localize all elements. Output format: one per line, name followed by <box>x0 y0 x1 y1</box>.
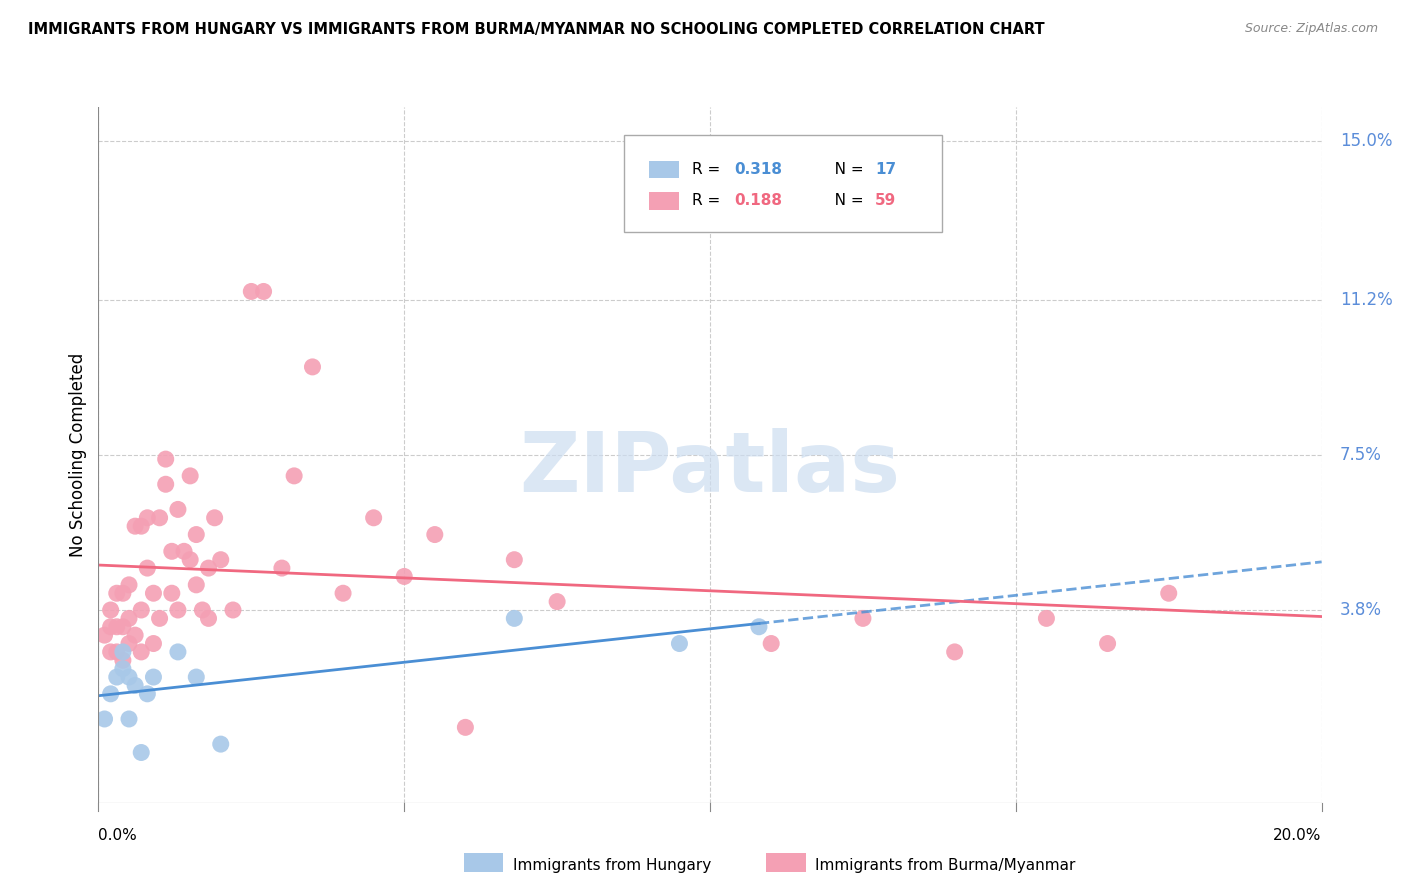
Point <box>240 285 263 299</box>
Point <box>197 561 219 575</box>
Text: IMMIGRANTS FROM HUNGARY VS IMMIGRANTS FROM BURMA/MYANMAR NO SCHOOLING COMPLETED : IMMIGRANTS FROM HUNGARY VS IMMIGRANTS FR… <box>28 22 1045 37</box>
Point <box>270 561 292 575</box>
Point <box>423 527 446 541</box>
Point <box>160 586 183 600</box>
Point <box>186 527 208 541</box>
Point <box>173 544 195 558</box>
Point <box>129 746 152 760</box>
Text: R =: R = <box>692 194 725 209</box>
Point <box>546 594 568 608</box>
Point <box>105 620 128 634</box>
Text: 59: 59 <box>875 194 897 209</box>
Point <box>111 586 134 600</box>
Point <box>179 468 201 483</box>
Text: 7.5%: 7.5% <box>1340 446 1382 464</box>
Point <box>503 552 526 566</box>
Point <box>167 645 190 659</box>
Point <box>222 603 245 617</box>
Point <box>105 670 128 684</box>
Point <box>1097 636 1119 650</box>
Point <box>111 620 134 634</box>
Point <box>283 468 305 483</box>
Text: 0.0%: 0.0% <box>98 828 138 843</box>
Point <box>668 636 690 650</box>
Text: N =: N = <box>820 162 869 178</box>
Point <box>129 519 152 533</box>
Point <box>124 628 146 642</box>
Point <box>149 510 172 524</box>
Point <box>1157 586 1180 600</box>
Text: 15.0%: 15.0% <box>1340 132 1392 150</box>
Point <box>186 578 208 592</box>
Bar <box>648 161 679 178</box>
Point <box>852 611 875 625</box>
Point <box>748 620 770 634</box>
Point <box>209 552 232 566</box>
Point <box>118 712 141 726</box>
Point <box>105 586 128 600</box>
Point <box>142 586 165 600</box>
Point <box>1035 611 1057 625</box>
Point <box>149 611 172 625</box>
Text: Source: ZipAtlas.com: Source: ZipAtlas.com <box>1244 22 1378 36</box>
Text: ZIPatlas: ZIPatlas <box>520 428 900 509</box>
Point <box>136 510 159 524</box>
Point <box>301 359 323 374</box>
Point <box>100 603 122 617</box>
Y-axis label: No Schooling Completed: No Schooling Completed <box>69 353 87 557</box>
Point <box>118 636 141 650</box>
Point <box>111 662 134 676</box>
Point <box>136 687 159 701</box>
Text: 3.8%: 3.8% <box>1340 601 1382 619</box>
Text: R =: R = <box>692 162 725 178</box>
Point <box>118 670 141 684</box>
Point <box>100 687 122 701</box>
Point <box>124 519 146 533</box>
Point <box>197 611 219 625</box>
Point <box>111 645 134 659</box>
FancyBboxPatch shape <box>624 135 942 232</box>
Point <box>129 603 152 617</box>
Point <box>100 645 122 659</box>
Point <box>118 578 141 592</box>
Point <box>363 510 385 524</box>
Point <box>100 620 122 634</box>
Text: 11.2%: 11.2% <box>1340 291 1393 309</box>
Point <box>136 561 159 575</box>
Point <box>167 603 190 617</box>
Point <box>392 569 416 583</box>
Point <box>186 670 208 684</box>
Point <box>191 603 214 617</box>
Point <box>503 611 526 625</box>
Point <box>252 285 274 299</box>
Point <box>118 611 141 625</box>
Text: N =: N = <box>820 194 869 209</box>
Text: 0.188: 0.188 <box>734 194 783 209</box>
Text: Immigrants from Hungary: Immigrants from Hungary <box>513 858 711 872</box>
Text: Immigrants from Burma/Myanmar: Immigrants from Burma/Myanmar <box>815 858 1076 872</box>
Point <box>111 653 134 667</box>
Point <box>155 452 177 467</box>
Point <box>129 645 152 659</box>
Point <box>105 645 128 659</box>
Point <box>155 477 177 491</box>
Point <box>142 636 165 650</box>
Point <box>179 552 201 566</box>
Point <box>332 586 354 600</box>
Point <box>209 737 232 751</box>
Point <box>204 510 226 524</box>
Point <box>759 636 782 650</box>
Point <box>167 502 190 516</box>
Point <box>93 628 115 642</box>
Text: 17: 17 <box>875 162 896 178</box>
Point <box>943 645 966 659</box>
Point <box>93 712 115 726</box>
Text: 0.318: 0.318 <box>734 162 783 178</box>
Point <box>142 670 165 684</box>
Point <box>160 544 183 558</box>
Bar <box>648 193 679 210</box>
Text: 20.0%: 20.0% <box>1274 828 1322 843</box>
Point <box>454 720 477 734</box>
Point <box>124 678 146 692</box>
